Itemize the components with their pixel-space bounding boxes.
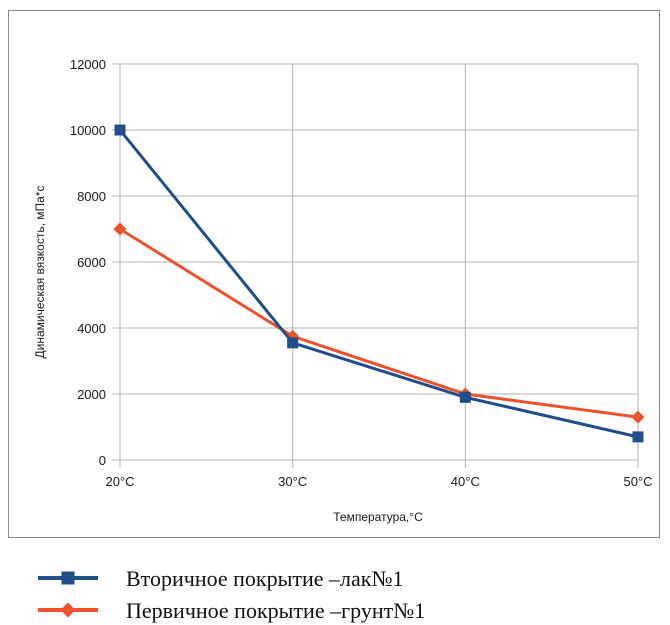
y-tick-label: 10000	[70, 123, 106, 138]
legend-item: Первичное покрытие –грунт№1	[38, 598, 425, 623]
series-layer	[113, 124, 645, 443]
y-tick-label: 2000	[77, 387, 106, 402]
legend-label: Вторичное покрытие –лак№1	[126, 566, 403, 591]
legend-item: Вторичное покрытие –лак№1	[38, 566, 403, 591]
x-axis-title: Температура,°С	[333, 510, 423, 524]
legend: Вторичное покрытие –лак№1 Первичное покры…	[38, 566, 425, 623]
x-tick-label: 40°С	[451, 474, 480, 489]
chart-frame	[8, 10, 660, 538]
y-tick-label: 12000	[70, 57, 106, 72]
data-point	[632, 431, 644, 443]
data-point	[113, 222, 127, 236]
data-point	[459, 391, 471, 403]
x-axis: 20°С 30°С 40°С 50°С	[105, 474, 652, 489]
y-tick-label: 8000	[77, 189, 106, 204]
legend-marker	[60, 602, 76, 618]
grid-lines	[119, 63, 639, 468]
series-1	[114, 124, 644, 443]
y-axis: 0 2000 4000 6000 8000 10000 12000	[70, 57, 120, 468]
data-point	[287, 337, 299, 349]
series-line	[118, 129, 639, 439]
legend-label: Первичное покрытие –грунт№1	[126, 598, 425, 623]
y-tick-label: 6000	[77, 255, 106, 270]
series-line	[119, 227, 639, 419]
legend-marker	[61, 571, 75, 585]
y-axis-title: Динамическая вязкость, мПа*с	[33, 186, 47, 359]
y-tick-label: 4000	[77, 321, 106, 336]
series-2	[113, 222, 645, 424]
x-tick-label: 20°С	[105, 474, 134, 489]
x-tick-label: 30°С	[278, 474, 307, 489]
x-tick-label: 50°С	[623, 474, 652, 489]
data-point	[114, 124, 126, 136]
data-point	[631, 410, 645, 424]
y-tick-label: 0	[99, 453, 106, 468]
